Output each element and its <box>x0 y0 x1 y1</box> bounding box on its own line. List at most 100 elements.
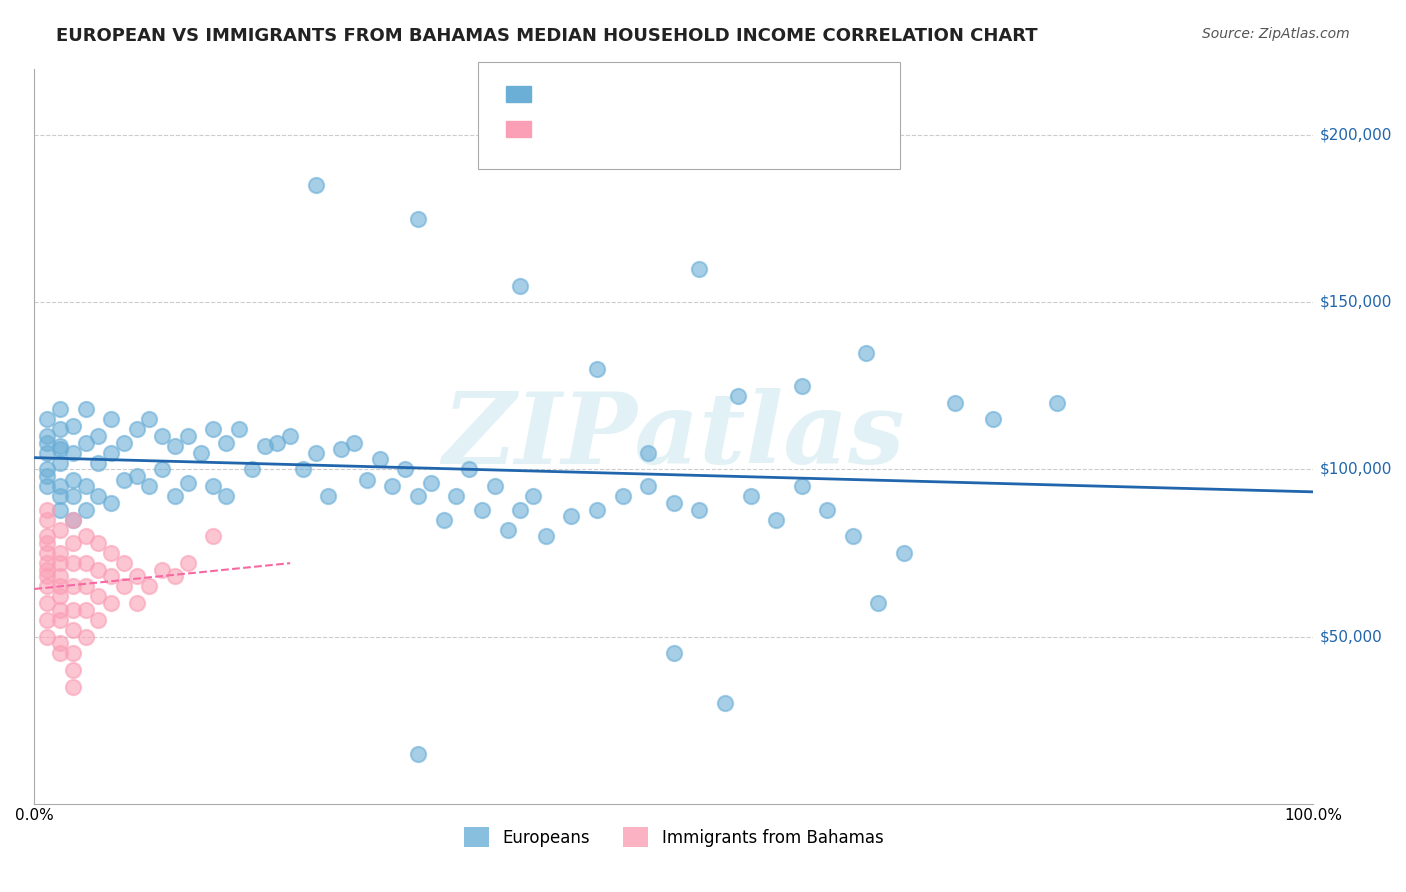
Point <box>381 479 404 493</box>
Point <box>49 422 72 436</box>
Point <box>37 412 59 426</box>
Point <box>215 489 238 503</box>
Point <box>100 546 122 560</box>
Point <box>765 513 787 527</box>
Point <box>49 523 72 537</box>
Point <box>125 469 148 483</box>
Legend: Europeans, Immigrants from Bahamas: Europeans, Immigrants from Bahamas <box>457 821 890 855</box>
Point <box>87 590 110 604</box>
Point <box>727 389 749 403</box>
Point <box>62 579 84 593</box>
Point <box>62 489 84 503</box>
Point <box>37 502 59 516</box>
Point <box>790 479 813 493</box>
Point <box>202 529 225 543</box>
Point <box>343 435 366 450</box>
Text: $200,000: $200,000 <box>1320 128 1392 143</box>
Point <box>291 462 314 476</box>
Point <box>190 446 212 460</box>
Point <box>983 412 1005 426</box>
Point <box>125 422 148 436</box>
Point <box>419 475 441 490</box>
Point <box>406 747 429 761</box>
Point <box>637 479 659 493</box>
Point <box>75 479 97 493</box>
Point <box>740 489 762 503</box>
Text: $50,000: $50,000 <box>1320 629 1382 644</box>
Point <box>688 262 710 277</box>
Point <box>496 523 519 537</box>
Point <box>37 435 59 450</box>
Point <box>37 630 59 644</box>
Point <box>87 456 110 470</box>
Point <box>150 462 173 476</box>
Point <box>1046 395 1069 409</box>
Point <box>49 579 72 593</box>
Point <box>49 456 72 470</box>
Point <box>37 536 59 550</box>
Point <box>75 603 97 617</box>
Point <box>406 211 429 226</box>
Text: Source: ZipAtlas.com: Source: ZipAtlas.com <box>1202 27 1350 41</box>
Point <box>266 435 288 450</box>
Point <box>112 579 135 593</box>
Point <box>177 475 200 490</box>
Point <box>662 646 685 660</box>
Point <box>432 513 454 527</box>
Point <box>62 663 84 677</box>
Point <box>75 579 97 593</box>
Point <box>150 429 173 443</box>
Point <box>855 345 877 359</box>
Point <box>253 439 276 453</box>
Point <box>637 446 659 460</box>
Point <box>37 546 59 560</box>
Point <box>37 579 59 593</box>
Point <box>37 513 59 527</box>
Point <box>202 422 225 436</box>
Point <box>100 412 122 426</box>
Point <box>790 379 813 393</box>
Point <box>177 429 200 443</box>
Point <box>100 596 122 610</box>
Point <box>138 579 160 593</box>
Point <box>37 563 59 577</box>
Point <box>356 473 378 487</box>
Point <box>37 569 59 583</box>
Point <box>446 489 468 503</box>
Point <box>868 596 890 610</box>
Point <box>62 623 84 637</box>
Point <box>163 569 186 583</box>
Point <box>305 178 328 193</box>
Point <box>509 502 531 516</box>
Point <box>509 278 531 293</box>
Point <box>125 569 148 583</box>
Point <box>37 429 59 443</box>
Point <box>62 603 84 617</box>
Point <box>87 613 110 627</box>
Point <box>75 435 97 450</box>
Text: EUROPEAN VS IMMIGRANTS FROM BAHAMAS MEDIAN HOUSEHOLD INCOME CORRELATION CHART: EUROPEAN VS IMMIGRANTS FROM BAHAMAS MEDI… <box>56 27 1038 45</box>
Point <box>471 502 494 516</box>
Point <box>37 556 59 570</box>
Point <box>62 556 84 570</box>
Point <box>37 479 59 493</box>
Point <box>112 556 135 570</box>
Point <box>62 419 84 434</box>
Point <box>586 362 609 376</box>
Point <box>112 473 135 487</box>
Point <box>163 439 186 453</box>
Point <box>75 529 97 543</box>
Point <box>612 489 634 503</box>
Point <box>100 569 122 583</box>
Point <box>406 489 429 503</box>
Point <box>49 590 72 604</box>
Point <box>87 489 110 503</box>
Point <box>560 509 582 524</box>
Point <box>534 529 557 543</box>
Point <box>87 536 110 550</box>
Point <box>177 556 200 570</box>
Point <box>37 462 59 476</box>
Point <box>87 563 110 577</box>
Point <box>138 479 160 493</box>
Point <box>394 462 416 476</box>
